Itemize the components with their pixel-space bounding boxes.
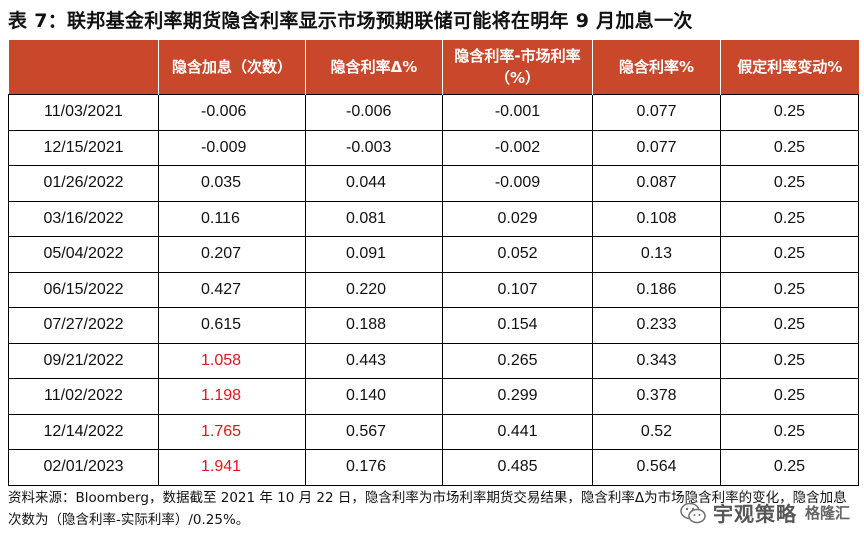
implied-hikes-cell: 1.058	[158, 342, 306, 379]
table-row: 11/02/2022 1.198 0.140 0.299 0.378 0.25	[8, 378, 859, 415]
implied-rate-delta-cell: 0.567	[305, 413, 443, 450]
implied-rate-cell: 0.52	[592, 413, 721, 450]
implied-rate-delta-cell: 0.443	[305, 342, 443, 379]
implied-hikes-cell: 0.035	[158, 165, 306, 202]
table-body: 11/03/2021 -0.006 -0.006 -0.001 0.077 0.25 12/…	[8, 94, 859, 486]
assumed-change-cell: 0.25	[720, 94, 859, 131]
implied-hikes-cell: 1.198	[158, 378, 306, 415]
date-cell: 01/26/2022	[8, 165, 159, 202]
date-cell: 06/15/2022	[8, 271, 159, 308]
implied-hikes-cell: -0.006	[158, 94, 306, 131]
implied-rate-delta-cell: 0.176	[305, 449, 443, 486]
implied-hikes-cell: 0.615	[158, 307, 306, 344]
implied-hikes-cell: 1.941	[158, 449, 306, 486]
header-implied-rate: 隐含利率%	[592, 40, 721, 95]
implied-rate-delta-cell: 0.081	[305, 200, 443, 237]
date-cell: 09/21/2022	[8, 342, 159, 379]
assumed-change-cell: 0.25	[720, 307, 859, 344]
implied-rate-delta-cell: -0.003	[305, 129, 443, 166]
implied-rate-delta-cell: 0.188	[305, 307, 443, 344]
implied-minus-market-cell: 0.107	[442, 271, 593, 308]
assumed-change-cell: 0.25	[720, 129, 859, 166]
table-row: 09/21/2022 1.058 0.443 0.265 0.343 0.25	[8, 342, 859, 379]
implied-minus-market-cell: 0.052	[442, 236, 593, 273]
date-cell: 02/01/2023	[8, 449, 159, 486]
date-cell: 12/15/2021	[8, 129, 159, 166]
assumed-change-cell: 0.25	[720, 413, 859, 450]
implied-rate-cell: 0.343	[592, 342, 721, 379]
watermark: 宇观策略 格隆汇	[679, 498, 850, 527]
implied-rate-cell: 0.233	[592, 307, 721, 344]
table-row: 12/14/2022 1.765 0.567 0.441 0.52 0.25	[8, 413, 859, 450]
implied-minus-market-cell: 0.299	[442, 378, 593, 415]
implied-minus-market-cell: 0.265	[442, 342, 593, 379]
implied-minus-market-cell: -0.009	[442, 165, 593, 202]
implied-hikes-cell: 1.765	[158, 413, 306, 450]
watermark-sub: 格隆汇	[804, 504, 850, 522]
implied-rate-cell: 0.378	[592, 378, 721, 415]
implied-minus-market-cell: 0.485	[442, 449, 593, 486]
assumed-change-cell: 0.25	[720, 271, 859, 308]
date-cell: 03/16/2022	[8, 200, 159, 237]
implied-minus-market-cell: 0.029	[442, 200, 593, 237]
implied-rate-cell: 0.108	[592, 200, 721, 237]
implied-rate-cell: 0.564	[592, 449, 721, 486]
table-title: 表 7：联邦基金利率期货隐含利率显示市场预期联储可能将在明年 9 月加息一次	[8, 10, 693, 32]
implied-rate-cell: 0.077	[592, 94, 721, 131]
implied-minus-market-cell: 0.441	[442, 413, 593, 450]
header-implied-minus-market: 隐含利率-市场利率（%）	[442, 40, 593, 95]
implied-hikes-cell: -0.009	[158, 129, 306, 166]
implied-hikes-cell: 0.116	[158, 200, 306, 237]
implied-rate-delta-cell: -0.006	[305, 94, 443, 131]
wechat-icon	[680, 502, 706, 523]
date-cell: 12/14/2022	[8, 413, 159, 450]
header-row: 隐含加息（次数） 隐含利率Δ% 隐含利率-市场利率（%） 隐含利率% 假定利率变…	[8, 40, 859, 95]
implied-minus-market-cell: -0.001	[442, 94, 593, 131]
header-implied-hikes: 隐含加息（次数）	[158, 40, 306, 95]
implied-rate-cell: 0.186	[592, 271, 721, 308]
source-footnote: 资料来源：Bloomberg，数据截至 2021 年 10 月 22 日，隐含利…	[8, 490, 847, 528]
implied-rate-delta-cell: 0.044	[305, 165, 443, 202]
implied-minus-market-cell: 0.154	[442, 307, 593, 344]
header-date	[8, 40, 159, 95]
assumed-change-cell: 0.25	[720, 236, 859, 273]
table-row: 07/27/2022 0.615 0.188 0.154 0.233 0.25	[8, 307, 859, 344]
date-cell: 07/27/2022	[8, 307, 159, 344]
table-row: 05/04/2022 0.207 0.091 0.052 0.13 0.25	[8, 236, 859, 273]
implied-rate-delta-cell: 0.220	[305, 271, 443, 308]
date-cell: 05/04/2022	[8, 236, 159, 273]
date-cell: 11/03/2021	[8, 94, 159, 131]
implied-rate-delta-cell: 0.140	[305, 378, 443, 415]
header-implied-rate-delta: 隐含利率Δ%	[305, 40, 443, 95]
implied-rate-cell: 0.087	[592, 165, 721, 202]
header-assumed-change: 假定利率变动%	[720, 40, 859, 95]
implied-minus-market-cell: -0.002	[442, 129, 593, 166]
implied-rate-delta-cell: 0.091	[305, 236, 443, 273]
implied-hikes-cell: 0.427	[158, 271, 306, 308]
implied-rate-cell: 0.13	[592, 236, 721, 273]
implied-rate-cell: 0.077	[592, 129, 721, 166]
assumed-change-cell: 0.25	[720, 200, 859, 237]
table-row: 03/16/2022 0.116 0.081 0.029 0.108 0.25	[8, 200, 859, 237]
table-row: 02/01/2023 1.941 0.176 0.485 0.564 0.25	[8, 449, 859, 486]
date-cell: 11/02/2022	[8, 378, 159, 415]
assumed-change-cell: 0.25	[720, 165, 859, 202]
table-row: 01/26/2022 0.035 0.044 -0.009 0.087 0.25	[8, 165, 859, 202]
assumed-change-cell: 0.25	[720, 342, 859, 379]
watermark-text: 宇观策略	[712, 502, 797, 526]
table-row: 06/15/2022 0.427 0.220 0.107 0.186 0.25	[8, 271, 859, 308]
implied-hikes-cell: 0.207	[158, 236, 306, 273]
assumed-change-cell: 0.25	[720, 378, 859, 415]
rate-table: 隐含加息（次数） 隐含利率Δ% 隐含利率-市场利率（%） 隐含利率% 假定利率变…	[8, 40, 859, 486]
table-row: 11/03/2021 -0.006 -0.006 -0.001 0.077 0.25	[8, 94, 859, 131]
table-row: 12/15/2021 -0.009 -0.003 -0.002 0.077 0.25	[8, 129, 859, 166]
assumed-change-cell: 0.25	[720, 449, 859, 486]
